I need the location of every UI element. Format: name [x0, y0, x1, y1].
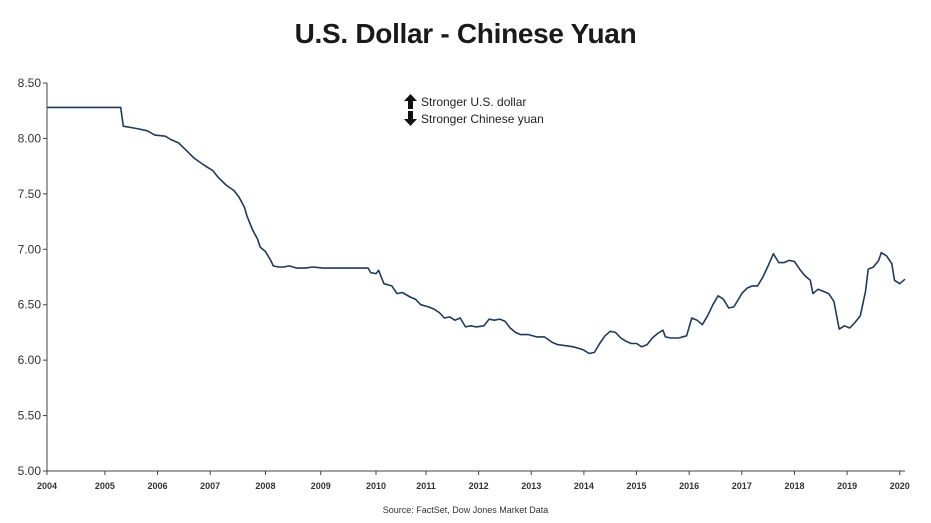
legend-label-stronger-dollar: Stronger U.S. dollar	[421, 94, 527, 109]
x-tick-label: 2013	[521, 481, 541, 491]
x-tick-label: 2020	[890, 481, 910, 491]
y-tick-label: 5.50	[18, 409, 42, 423]
arrow-up-icon	[404, 94, 417, 109]
x-tick-label: 2006	[148, 481, 168, 491]
x-tick-label: 2004	[37, 481, 57, 491]
x-tick-label: 2016	[679, 481, 699, 491]
x-tick-label: 2010	[366, 481, 386, 491]
x-tick-label: 2007	[200, 481, 220, 491]
x-tick-label: 2018	[784, 481, 804, 491]
y-tick-label: 7.50	[18, 187, 42, 201]
series-layer	[47, 106, 906, 355]
x-tick-label: 2011	[416, 481, 436, 491]
x-tick-label: 2014	[574, 481, 594, 491]
series-line-usd-cny	[47, 106, 906, 355]
legend-item-stronger-dollar: Stronger U.S. dollar	[404, 93, 544, 110]
legend-item-stronger-yuan: Stronger Chinese yuan	[404, 110, 544, 127]
y-tick-label: 8.00	[18, 131, 42, 145]
source-note: Source: FactSet, Dow Jones Market Data	[382, 505, 549, 515]
y-tick-label: 8.50	[18, 76, 42, 90]
legend-label-stronger-yuan: Stronger Chinese yuan	[421, 111, 544, 126]
y-tick-label: 5.00	[18, 464, 42, 478]
x-tick-label: 2009	[311, 481, 331, 491]
x-tick-label: 2015	[627, 481, 647, 491]
y-tick-label: 6.00	[18, 353, 42, 367]
x-tick-label: 2012	[469, 481, 489, 491]
y-tick-label: 6.50	[18, 298, 42, 312]
legend: Stronger U.S. dollar Stronger Chinese yu…	[404, 93, 544, 127]
x-tick-label: 2008	[255, 481, 275, 491]
chart-title: U.S. Dollar - Chinese Yuan	[294, 18, 637, 49]
x-tick-label: 2019	[837, 481, 857, 491]
x-tick-label: 2017	[732, 481, 752, 491]
x-tick-label: 2005	[95, 481, 115, 491]
y-tick-label: 7.00	[18, 242, 42, 256]
arrow-down-icon	[404, 111, 417, 126]
axes-layer: 5.00 5.50 6.00 6.50 7.00 7.50 8.00 8.50 2004 2005…	[18, 76, 910, 491]
